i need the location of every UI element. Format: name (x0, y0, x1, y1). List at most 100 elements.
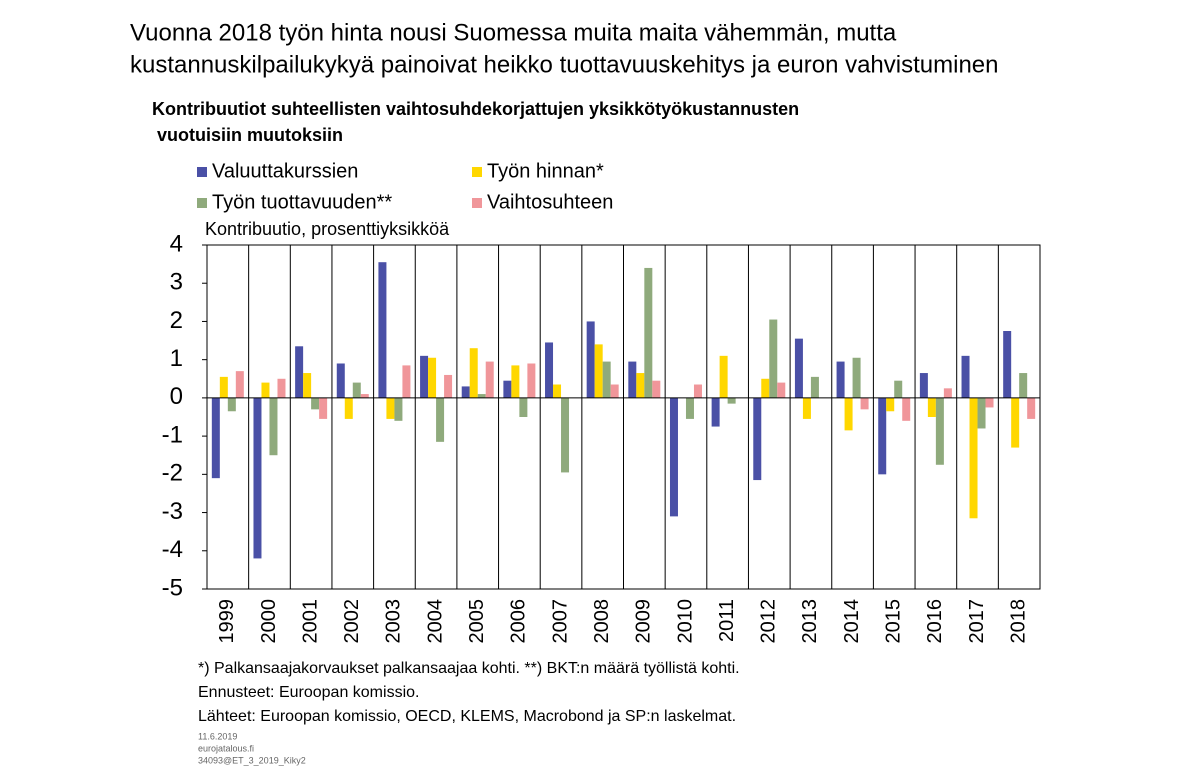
bar (545, 342, 554, 398)
y-tick-label: 0 (170, 383, 183, 410)
legend-swatch (472, 198, 482, 208)
y-tick-label: -5 (162, 574, 183, 601)
x-tick-label: 2000 (258, 599, 280, 644)
bar (394, 397, 403, 421)
legend-label: Valuuttakurssien (212, 160, 358, 182)
y-tick-label: -3 (162, 498, 183, 525)
bar (794, 338, 803, 398)
bar (943, 388, 952, 398)
bar (693, 384, 702, 398)
bar (969, 397, 978, 519)
bar (436, 397, 445, 442)
y-tick-label: 1 (170, 345, 183, 372)
bar (685, 397, 694, 419)
bar (303, 373, 312, 398)
bar (219, 376, 228, 398)
bar (461, 386, 470, 398)
x-tick-label: 2012 (758, 599, 780, 644)
bar (719, 355, 728, 398)
footer: eurojatalous.fi (198, 743, 254, 753)
bar (428, 357, 437, 398)
bar (836, 361, 845, 398)
bar (319, 397, 328, 419)
bar (360, 394, 369, 398)
x-tick-label: 2015 (883, 599, 905, 644)
chart-subtitle: Kontribuutiot suhteellisten vaihtosuhdek… (152, 99, 799, 119)
bar (886, 397, 895, 412)
bar (902, 397, 911, 421)
note: Lähteet: Euroopan komissio, OECD, KLEMS,… (198, 708, 736, 725)
legend-label: Työn hinnan* (487, 160, 604, 182)
bar (753, 397, 762, 481)
bar (444, 374, 453, 398)
note: Ennusteet: Euroopan komissio. (198, 684, 419, 701)
bar (503, 380, 512, 398)
x-tick-label: 2008 (591, 599, 613, 644)
bar (878, 397, 887, 475)
legend-label: Työn tuottavuuden** (212, 191, 392, 213)
bar (810, 376, 819, 398)
bar (586, 321, 595, 398)
bar (378, 262, 387, 398)
bar (777, 382, 786, 398)
bar (610, 384, 619, 398)
x-tick-label: 2011 (716, 599, 738, 642)
bar (269, 397, 278, 456)
x-tick-label: 2014 (841, 599, 863, 644)
bar (844, 397, 853, 431)
bar (469, 348, 478, 398)
y-tick-label: 2 (170, 307, 183, 334)
y-tick-label: -4 (162, 536, 183, 563)
bar (985, 397, 994, 408)
bar (852, 357, 861, 398)
chart-title: Vuonna 2018 työn hinta nousi Suomessa mu… (130, 19, 897, 46)
bar (386, 397, 395, 419)
bar (561, 397, 570, 473)
y-tick-label: 4 (170, 230, 183, 257)
bar (485, 361, 494, 398)
bar (1011, 397, 1020, 448)
bar (652, 380, 661, 398)
y-tick-label: 3 (170, 269, 183, 296)
bar (802, 397, 811, 419)
y-tick-label: -1 (162, 421, 183, 448)
x-tick-label: 2010 (674, 599, 696, 644)
bar (352, 382, 361, 398)
bar (669, 397, 678, 517)
x-tick-label: 2009 (633, 599, 655, 644)
y-tick-label: -2 (162, 460, 183, 487)
chart-subtitle: vuotuisiin muutoksiin (157, 125, 343, 145)
bar (336, 363, 345, 398)
note: *) Palkansaajakorvaukset palkansaajaa ko… (198, 660, 740, 677)
legend-swatch (197, 167, 207, 177)
footer: 34093@ET_3_2019_Kiky2 (198, 755, 306, 765)
bar (961, 355, 970, 398)
bar (261, 382, 270, 398)
x-tick-label: 2017 (966, 599, 988, 644)
bar (402, 365, 411, 398)
legend-swatch (472, 167, 482, 177)
bar (711, 397, 720, 427)
bar (253, 397, 262, 559)
bar (477, 394, 486, 398)
bar (420, 355, 429, 398)
bar (295, 346, 304, 398)
legend-swatch (197, 198, 207, 208)
bar (527, 363, 536, 398)
x-tick-label: 2013 (799, 599, 821, 644)
x-tick-label: 2001 (299, 599, 321, 644)
bar (644, 267, 653, 398)
x-tick-label: 2004 (424, 599, 446, 644)
bar (636, 373, 645, 398)
bar (344, 397, 353, 419)
bar (860, 397, 869, 410)
bar (553, 384, 562, 398)
x-tick-label: 2002 (341, 599, 363, 644)
x-tick-label: 2018 (1007, 599, 1029, 644)
x-tick-label: 2006 (508, 599, 530, 644)
footer: 11.6.2019 (198, 731, 237, 741)
bar (227, 397, 236, 412)
bar (311, 397, 320, 410)
bar (894, 380, 903, 398)
